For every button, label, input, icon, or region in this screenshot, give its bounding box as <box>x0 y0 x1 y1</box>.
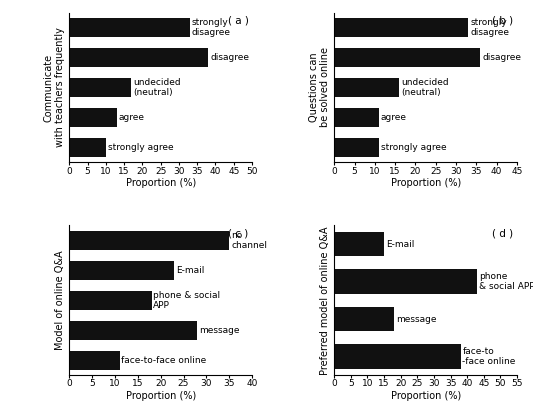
Text: message: message <box>396 314 437 324</box>
Bar <box>69 291 151 310</box>
Text: ( b ): ( b ) <box>492 15 513 25</box>
Y-axis label: Questions can
be solved online: Questions can be solved online <box>309 48 330 128</box>
Text: undecided
(neutral): undecided (neutral) <box>401 78 449 97</box>
Text: message: message <box>199 326 239 335</box>
Y-axis label: Model of online Q&A: Model of online Q&A <box>55 251 65 350</box>
Bar <box>334 18 469 37</box>
Text: strongly agree: strongly agree <box>108 143 173 152</box>
X-axis label: Proportion (%): Proportion (%) <box>126 178 196 188</box>
Bar <box>334 108 379 127</box>
Bar <box>69 261 174 280</box>
Bar <box>334 307 394 331</box>
Bar <box>334 78 399 97</box>
Bar <box>69 138 106 157</box>
Text: ( a ): ( a ) <box>228 15 248 25</box>
Bar <box>334 138 379 157</box>
Text: undecided
(neutral): undecided (neutral) <box>133 78 181 97</box>
Text: strongly
disagree: strongly disagree <box>470 18 509 37</box>
Y-axis label: Preferred model of online Q&A: Preferred model of online Q&A <box>320 226 330 374</box>
Text: no
channel: no channel <box>231 231 267 250</box>
Bar <box>69 351 119 370</box>
Bar <box>334 48 480 67</box>
Text: strongly
disagree: strongly disagree <box>192 18 231 37</box>
Text: E-mail: E-mail <box>176 266 205 275</box>
Text: face-to-face online: face-to-face online <box>122 356 207 365</box>
Bar <box>334 232 384 256</box>
Text: phone & social
APP: phone & social APP <box>154 291 221 310</box>
Text: agree: agree <box>381 113 407 122</box>
Text: ( d ): ( d ) <box>492 229 513 239</box>
X-axis label: Proportion (%): Proportion (%) <box>126 391 196 401</box>
Bar <box>69 48 208 67</box>
Text: disagree: disagree <box>210 53 249 62</box>
Bar <box>69 321 197 340</box>
X-axis label: Proportion (%): Proportion (%) <box>391 178 461 188</box>
Y-axis label: Communicate
with teachers frequently: Communicate with teachers frequently <box>44 28 65 147</box>
Bar <box>69 78 132 97</box>
Text: disagree: disagree <box>482 53 521 62</box>
Text: ( c ): ( c ) <box>228 229 248 239</box>
Bar <box>69 231 229 250</box>
Text: face-to
-face online: face-to -face online <box>462 347 516 366</box>
Bar <box>69 108 117 127</box>
Bar <box>334 344 461 369</box>
Text: E-mail: E-mail <box>386 240 414 249</box>
Text: strongly agree: strongly agree <box>381 143 447 152</box>
Text: phone
& social APP: phone & social APP <box>479 272 533 291</box>
X-axis label: Proportion (%): Proportion (%) <box>391 391 461 401</box>
Text: agree: agree <box>119 113 144 122</box>
Bar <box>69 18 190 37</box>
Bar <box>334 269 477 294</box>
